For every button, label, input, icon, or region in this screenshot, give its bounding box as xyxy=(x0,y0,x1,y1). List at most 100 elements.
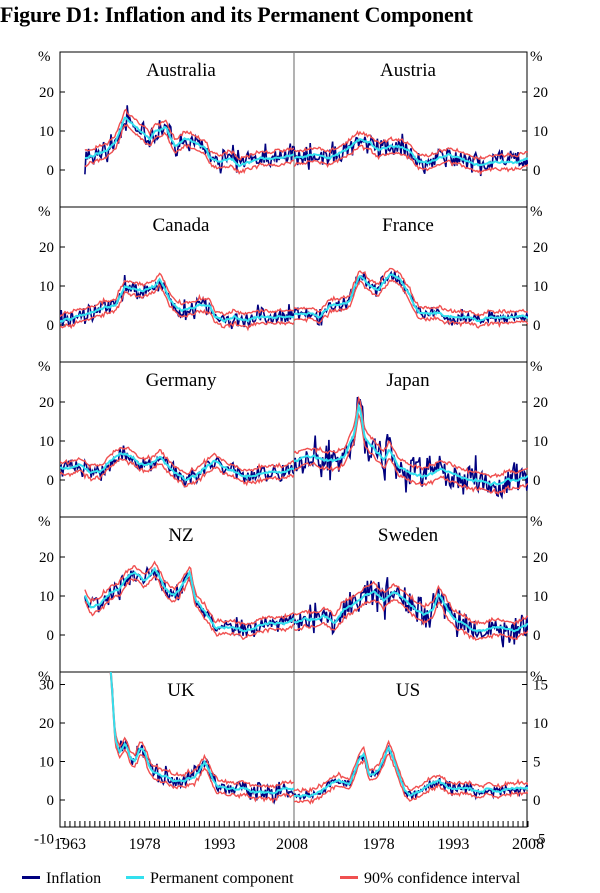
unit-label-right: % xyxy=(530,669,543,685)
panel-title-australia: Australia xyxy=(146,60,216,81)
series-ci-lower-australia xyxy=(84,123,294,175)
legend-label-inflation: Inflation xyxy=(46,870,102,887)
legend: Inflation Permanent component 90% confid… xyxy=(0,868,600,893)
series-ci-upper-uk xyxy=(110,672,294,789)
unit-label-right: % xyxy=(530,359,543,375)
series-ci-lower-sweden xyxy=(294,598,528,641)
x-tick-label: 2008 xyxy=(276,836,308,853)
panel-japan xyxy=(294,395,528,500)
tick-label-left: 0 xyxy=(47,163,55,179)
x-tick-label: 1963 xyxy=(54,836,86,853)
x-tick-label: 1993 xyxy=(437,836,469,853)
legend-swatch-inflation xyxy=(22,875,40,879)
series-ci-lower-nz xyxy=(84,574,294,641)
x-tick-label: 1978 xyxy=(363,836,395,853)
series-permanent-france xyxy=(294,273,528,323)
tick-label-left: 20 xyxy=(39,550,54,566)
series-ci-lower-austria xyxy=(294,144,528,176)
unit-label-left: % xyxy=(38,359,51,375)
tick-label-left: 0 xyxy=(47,473,55,489)
series-ci-upper-japan xyxy=(294,395,528,479)
x-tick-label: 1978 xyxy=(129,836,161,853)
figure-title: Figure D1: Inflation and its Permanent C… xyxy=(0,2,473,27)
series-ci-lower-france xyxy=(294,278,528,329)
tick-label-left: 20 xyxy=(39,716,54,732)
series-ci-upper-france xyxy=(294,267,528,317)
legend-swatch-permanent xyxy=(126,875,144,879)
tick-label-right: 20 xyxy=(533,395,548,411)
legend-label-ci: 90% confidence interval xyxy=(364,870,521,887)
panel-title-japan: Japan xyxy=(386,370,430,391)
tick-label-left: 10 xyxy=(39,755,54,771)
tick-label-right: 0 xyxy=(533,628,541,644)
series-ci-upper-us xyxy=(294,739,528,794)
panel-title-canada: Canada xyxy=(153,215,211,236)
series-ci-upper-germany xyxy=(60,446,294,475)
tick-label-right: 20 xyxy=(533,550,548,566)
tick-label-left: 0 xyxy=(47,628,55,644)
tick-label-left: 10 xyxy=(39,124,54,140)
series-permanent-japan xyxy=(294,402,528,487)
tick-label-left: -10 xyxy=(34,832,54,848)
series-ci-lower-germany xyxy=(60,458,294,488)
tick-label-left: 0 xyxy=(47,793,55,809)
tick-label-right: 10 xyxy=(533,124,548,140)
series-ci-upper-canada xyxy=(60,272,294,318)
tick-label-right: 10 xyxy=(533,434,548,450)
series-ci-lower-uk xyxy=(109,672,294,804)
panel-title-us: US xyxy=(396,680,420,701)
tick-label-right: 0 xyxy=(533,318,541,334)
unit-label-right: % xyxy=(530,204,543,220)
series-ci-lower-us xyxy=(294,753,528,805)
series-ci-lower-japan xyxy=(294,412,528,496)
x-tick-label: 2008 xyxy=(512,836,544,853)
panel-nz xyxy=(83,560,294,641)
series-ci-lower-canada xyxy=(60,283,294,332)
x-tick-label: 1993 xyxy=(203,836,235,853)
tick-label-right: 0 xyxy=(533,163,541,179)
tick-label-left: 20 xyxy=(39,395,54,411)
tick-label-right: 20 xyxy=(533,85,548,101)
legend-item-permanent: Permanent component xyxy=(126,870,294,888)
tick-label-left: 10 xyxy=(39,434,54,450)
unit-label-left: % xyxy=(38,514,51,530)
tick-label-left: 10 xyxy=(39,279,54,295)
panel-us xyxy=(294,739,528,805)
series-inflation-sweden xyxy=(294,577,528,648)
series-permanent-austria xyxy=(294,137,528,167)
unit-label-left: % xyxy=(38,204,51,220)
legend-label-permanent: Permanent component xyxy=(150,870,294,887)
tick-label-left: 20 xyxy=(39,240,54,256)
series-permanent-uk xyxy=(109,672,294,795)
series-permanent-canada xyxy=(60,277,294,323)
series-inflation-uk xyxy=(109,672,294,805)
panel-title-germany: Germany xyxy=(146,370,217,391)
panel-sweden xyxy=(294,577,528,648)
unit-label-right: % xyxy=(530,49,543,65)
tick-label-right: 5 xyxy=(533,755,541,771)
tick-label-right: 0 xyxy=(533,793,541,809)
series-ci-upper-nz xyxy=(84,560,294,627)
legend-item-ci: 90% confidence interval xyxy=(340,870,520,888)
tick-label-left: 10 xyxy=(39,589,54,605)
series-ci-upper-sweden xyxy=(294,580,528,627)
tick-label-right: 0 xyxy=(533,473,541,489)
panel-uk xyxy=(109,672,294,805)
tick-label-left: 20 xyxy=(39,85,54,101)
panel-germany xyxy=(60,445,294,489)
series-permanent-sweden xyxy=(294,590,528,634)
unit-label-right: % xyxy=(530,514,543,530)
panel-title-france: France xyxy=(382,215,434,236)
series-permanent-us xyxy=(294,746,528,799)
tick-label-right: 10 xyxy=(533,716,548,732)
unit-label-left: % xyxy=(38,49,51,65)
tick-label-right: 15 xyxy=(533,678,548,694)
panel-australia xyxy=(84,105,294,175)
unit-label-left: % xyxy=(38,669,51,685)
tick-label-right: 20 xyxy=(533,240,548,256)
legend-swatch-ci xyxy=(340,875,358,879)
tick-label-right: 10 xyxy=(533,279,548,295)
panel-title-austria: Austria xyxy=(380,60,437,81)
series-inflation-australia xyxy=(84,105,294,175)
